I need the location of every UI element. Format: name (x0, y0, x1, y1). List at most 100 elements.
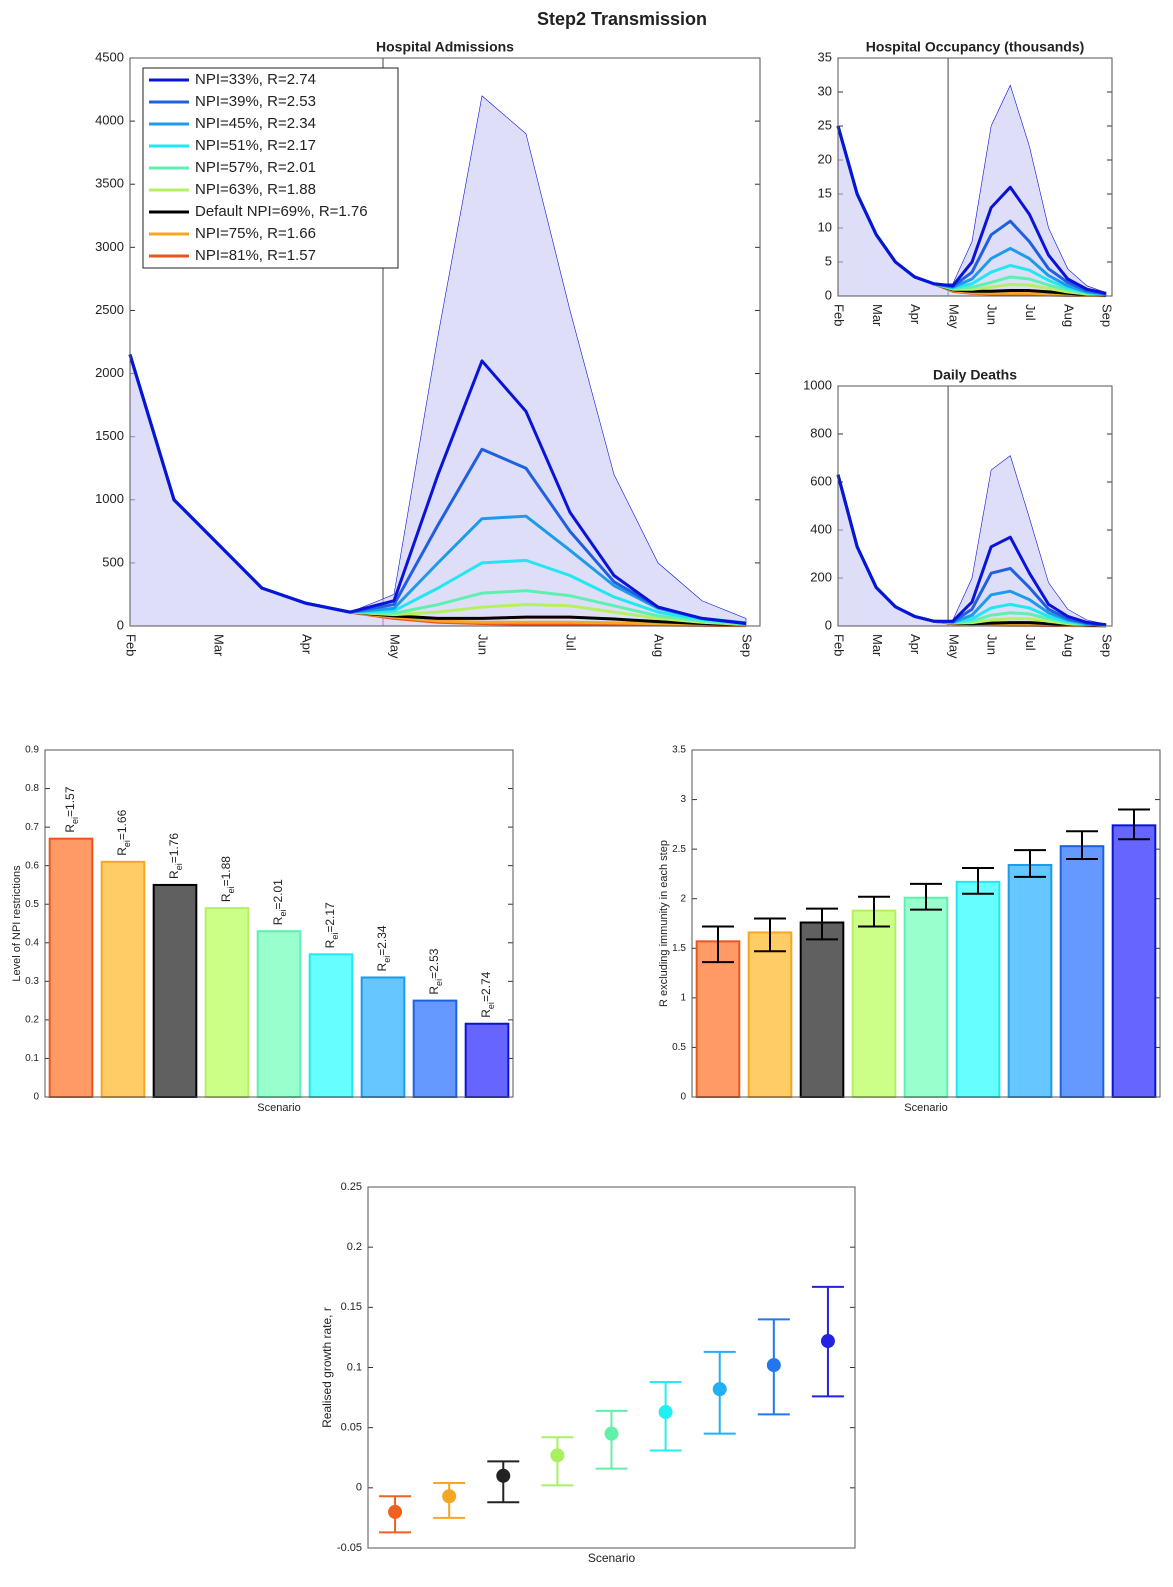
label-subscript: ei (434, 979, 444, 986)
label-value: =1.66 (115, 809, 129, 840)
label-value: =1.88 (219, 856, 233, 887)
x-tick-label: Jul (1023, 634, 1038, 651)
legend-label: NPI=63%, R=1.88 (195, 181, 316, 198)
y-tick-label: 0 (356, 1482, 362, 1494)
x-tick-label: Aug (652, 634, 667, 657)
y-tick-label: 0.6 (25, 860, 39, 871)
y-tick-label: 200 (810, 569, 832, 584)
bar (256, 930, 302, 1099)
y-tick-label: 0.3 (25, 976, 39, 987)
label-subscript: ei (122, 840, 132, 847)
series-line (836, 125, 1107, 295)
y-tick-label: 1.5 (672, 943, 686, 954)
y-tick-label: 800 (810, 425, 832, 440)
label-subscript: ei (226, 886, 236, 893)
label-base: R (271, 916, 285, 925)
bar (1007, 864, 1053, 1099)
y-tick-label: 0.25 (341, 1181, 362, 1193)
bar (48, 837, 94, 1099)
x-axis-label: Scenario (904, 1102, 947, 1114)
label-value: =2.34 (375, 925, 389, 956)
y-tick-label: 600 (810, 473, 832, 488)
y-tick-label: 0.7 (25, 822, 39, 833)
x-axis-label: Scenario (588, 1551, 636, 1565)
label-value: =2.74 (479, 971, 493, 1002)
y-tick-label: 0 (33, 1092, 39, 1103)
y-tick-label: 0.1 (25, 1053, 39, 1064)
y-axis-label: R excluding immunity in each step (658, 840, 670, 1007)
y-tick-label: 400 (810, 521, 832, 536)
label-base: R (479, 1009, 493, 1018)
legend-label: NPI=33%, R=2.74 (195, 71, 316, 88)
bar (204, 907, 250, 1098)
y-tick-label: 3000 (95, 239, 124, 254)
y-tick-label: 3.5 (672, 745, 686, 756)
y-axis-label: Level of NPI restrictions (11, 865, 23, 982)
bar (695, 940, 741, 1098)
x-tick-label: Mar (870, 634, 885, 657)
y-tick-label: 1000 (803, 377, 832, 392)
label-subscript: ei (174, 863, 184, 870)
legend-label: NPI=81%, R=1.57 (195, 247, 316, 264)
bar-label: Rei=2.17 (323, 902, 340, 948)
axes-frame (129, 57, 761, 627)
label-base: R (427, 986, 441, 995)
x-tick-label: Apr (300, 634, 315, 655)
label-subscript: ei (70, 817, 80, 824)
bar-label: Rei=1.88 (219, 856, 236, 902)
y-tick-label: 5 (825, 253, 832, 268)
series-line (128, 354, 747, 625)
y-tick-label: 0.5 (25, 899, 39, 910)
point (496, 1468, 511, 1483)
bar (1059, 845, 1105, 1098)
axes-frame (837, 57, 1113, 297)
bar (747, 931, 793, 1098)
label-base: R (63, 824, 77, 833)
y-tick-label: 0.1 (347, 1361, 362, 1373)
bar (1111, 824, 1157, 1098)
x-tick-label: Jul (1023, 304, 1038, 321)
chart-title: Hospital Occupancy (thousands) (866, 39, 1085, 55)
x-tick-label: May (388, 634, 403, 659)
plot-area (368, 1187, 855, 1548)
label-value: =2.01 (271, 879, 285, 910)
y-tick-label: 0 (825, 617, 832, 632)
x-tick-label: Aug (1061, 304, 1076, 327)
y-tick-label: 4500 (95, 49, 124, 64)
legend-label: NPI=39%, R=2.53 (195, 93, 316, 110)
y-tick-label: 0 (117, 617, 124, 632)
x-tick-label: Mar (870, 304, 885, 327)
label-value: =1.57 (63, 786, 77, 817)
label-base: R (167, 870, 181, 879)
y-tick-label: 2.5 (672, 844, 686, 855)
bar (412, 999, 458, 1098)
legend-label: NPI=57%, R=2.01 (195, 159, 316, 176)
bar-label: Rei=2.74 (479, 971, 496, 1017)
point (550, 1448, 565, 1463)
y-tick-label: 0.2 (25, 1015, 39, 1026)
bar (799, 921, 845, 1098)
label-base: R (323, 939, 337, 948)
chart-title: Hospital Admissions (376, 39, 514, 55)
axes-frame (367, 1186, 856, 1549)
point (820, 1334, 835, 1349)
bar-label: Rei=1.76 (167, 833, 184, 879)
y-tick-label: 2 (680, 893, 686, 904)
point (442, 1489, 457, 1504)
y-tick-label: 1 (680, 992, 686, 1003)
y-tick-label: 0.4 (25, 937, 39, 948)
y-tick-label: 500 (102, 554, 124, 569)
point (604, 1426, 619, 1441)
y-tick-label: 25 (818, 117, 832, 132)
figure-title: Step2 Transmission (537, 9, 707, 29)
x-tick-label: Feb (832, 634, 847, 656)
label-base: R (219, 893, 233, 902)
y-tick-label: 20 (818, 151, 832, 166)
label-subscript: ei (486, 1002, 496, 1009)
axes-frame (837, 385, 1113, 627)
label-value: =2.17 (323, 902, 337, 933)
y-tick-label: 1500 (95, 428, 124, 443)
x-tick-label: Jun (985, 634, 1000, 655)
y-tick-label: 3 (680, 794, 686, 805)
